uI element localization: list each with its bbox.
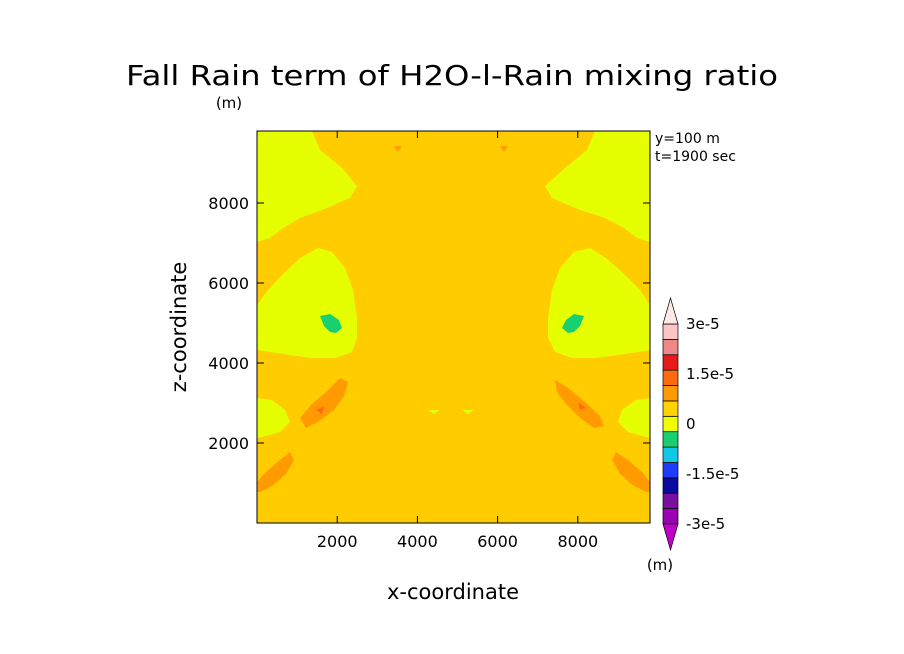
x-tick-label: 2000 xyxy=(317,532,358,551)
colorbar-tick-label: 3e-5 xyxy=(686,315,720,333)
plot-frame xyxy=(256,130,651,524)
annotation-y-slice: y=100 m xyxy=(655,131,720,147)
x-tick-label: 4000 xyxy=(397,532,438,551)
colorbar-box xyxy=(662,492,679,509)
y-tick-label: 8000 xyxy=(208,194,249,213)
colorbar-unit: (m) xyxy=(647,556,673,574)
orange-band-left xyxy=(300,378,348,428)
colorbar xyxy=(662,296,679,552)
colorbar-tick-label: -1.5e-5 xyxy=(686,465,739,483)
small-mark-left xyxy=(316,406,324,414)
yellow-region-top-left xyxy=(257,131,357,242)
colorbar-labels: 3e-5 1.5e-5 0 -1.5e-5 -3e-5 xyxy=(686,315,739,533)
green-spot-right xyxy=(562,314,584,333)
colorbar-box xyxy=(662,369,679,386)
y-unit-label: (m) xyxy=(216,94,242,112)
small-mark-mid-left xyxy=(428,410,440,414)
colorbar-box xyxy=(662,415,679,433)
colorbar-box xyxy=(662,446,679,463)
y-axis: 2000 4000 6000 8000 xyxy=(208,194,650,453)
orange-band-lower-left xyxy=(257,452,294,492)
x-axis: 2000 4000 6000 8000 xyxy=(317,131,598,551)
x-tick-label: 8000 xyxy=(557,532,598,551)
colorbar-box xyxy=(662,477,679,494)
green-spot-left xyxy=(320,314,342,333)
colorbar-tick-label: 0 xyxy=(686,415,696,433)
y-axis-label: z-coordinate xyxy=(167,262,191,393)
colorbar-box xyxy=(662,323,679,340)
yellow-patch-lower-right xyxy=(618,398,650,438)
contour-field xyxy=(257,131,650,523)
colorbar-box xyxy=(662,385,679,402)
colorbar-box xyxy=(662,354,679,371)
x-axis-label: x-coordinate xyxy=(387,580,519,604)
colorbar-top-arrow xyxy=(662,296,679,325)
small-mark-top-left xyxy=(394,146,402,152)
small-mark-mid-right xyxy=(462,410,474,414)
orange-band-lower-right xyxy=(612,452,650,492)
x-tick-label: 6000 xyxy=(477,532,518,551)
y-tick-label: 2000 xyxy=(208,434,249,453)
colorbar-box xyxy=(662,339,679,356)
small-mark-top-right xyxy=(500,146,508,152)
y-tick-label: 6000 xyxy=(208,274,249,293)
colorbar-box xyxy=(662,431,679,448)
colorbar-tick-label: 1.5e-5 xyxy=(686,365,734,383)
colorbar-box xyxy=(662,462,679,479)
colorbar-box xyxy=(662,400,679,417)
annotation-time: t=1900 sec xyxy=(655,149,736,165)
yellow-region-top-right xyxy=(545,131,650,242)
yellow-patch-lower-left xyxy=(257,398,290,438)
colorbar-bottom-arrow xyxy=(662,523,679,552)
colorbar-tick-label: -3e-5 xyxy=(686,515,725,533)
small-mark-right xyxy=(578,402,586,410)
colorbar-box xyxy=(662,508,679,525)
y-tick-label: 4000 xyxy=(208,354,249,373)
chart-title: Fall Rain term of H2O-l-Rain mixing rati… xyxy=(126,59,778,92)
